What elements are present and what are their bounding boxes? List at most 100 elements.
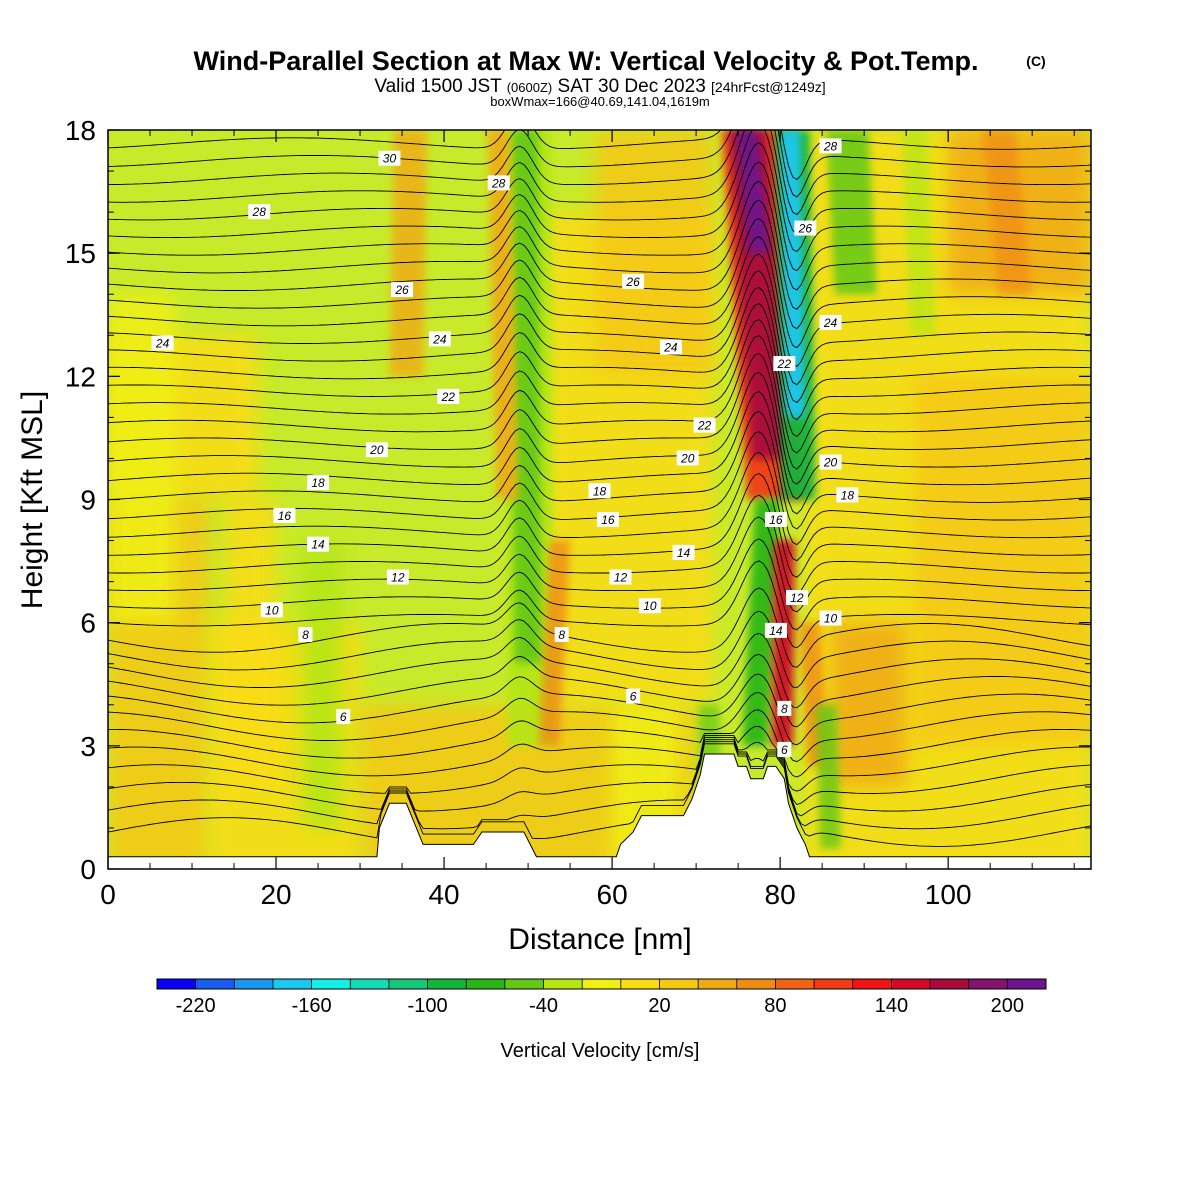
contour-label-text: 14: [677, 546, 691, 560]
contour-label: 16: [273, 507, 296, 523]
contour-label-text: 12: [790, 591, 804, 605]
x-tick-label: 80: [765, 879, 796, 910]
contour-label-text: 22: [697, 419, 712, 433]
contour-label-text: 20: [823, 456, 838, 470]
contour-label-box: [260, 602, 283, 618]
colorbar-swatch: [427, 979, 467, 989]
contour-label-text: 12: [614, 571, 628, 585]
contour-label: 6: [336, 709, 351, 725]
contour-label: 30: [378, 150, 401, 166]
colorbar-swatch: [466, 979, 506, 989]
contour-label: 28: [487, 175, 510, 191]
contour-label-box: [626, 688, 641, 704]
theta-contour: [108, 673, 1091, 746]
subtitle-forecast: [24hrFcst@1249z]: [711, 79, 826, 95]
theta-contour: [108, 451, 1091, 562]
contour-label-box: [437, 388, 460, 404]
potential-temperature-contours: [108, 130, 1091, 847]
contour-label-box: [336, 709, 351, 725]
downdraft-band: [826, 130, 877, 295]
subtitle-valid: Valid 1500 JST: [374, 76, 502, 97]
colorbar-swatch: [157, 979, 197, 989]
contour-label: 26: [391, 282, 414, 298]
field-patch: [595, 130, 713, 377]
contour-label-box: [777, 700, 792, 716]
colorbar-tick-label: 200: [991, 995, 1024, 1017]
contour-label-text: 28: [252, 205, 267, 219]
contour-label-text: 28: [491, 176, 506, 190]
contour-label-text: 26: [798, 222, 813, 236]
contour-label-box: [819, 610, 842, 626]
theta-contour: [108, 741, 1091, 830]
contour-label: 24: [428, 331, 451, 347]
contour-label: 14: [764, 622, 787, 638]
theta-contour: [108, 726, 1091, 792]
colorbar-tick-label: -100: [408, 995, 448, 1017]
colorbar: -220 -160 -100 -40 20 80 140 200: [156, 978, 1047, 1017]
x-axis-label: Distance [nm]: [508, 923, 691, 956]
contour-label: 18: [836, 487, 859, 503]
contour-label-box: [365, 442, 388, 458]
colorbar-tick-label: 140: [875, 995, 908, 1017]
theta-contour: [108, 199, 1091, 330]
theta-contour: [108, 494, 1091, 595]
colorbar-swatch: [388, 979, 429, 989]
colorbar-swatch: [698, 979, 738, 989]
contour-label-text: 18: [311, 476, 325, 490]
y-tick-label: 3: [80, 731, 96, 762]
updraft-peak: [736, 130, 770, 254]
contour-label-box: [307, 536, 330, 552]
colorbar-frame: [156, 978, 1047, 990]
contour-label: 28: [819, 138, 842, 154]
contour-label-text: 18: [841, 488, 855, 502]
y-tick-label: 15: [65, 238, 96, 269]
x-tick-label: 40: [428, 879, 459, 910]
updraft-band: [981, 130, 1033, 295]
contour-label-text: 22: [777, 357, 792, 371]
y-axis-label: Height [Kft MSL]: [16, 391, 49, 609]
downdraft-core: [511, 130, 542, 664]
theta-contour: [108, 472, 1091, 578]
contour-label: 10: [260, 602, 283, 618]
contour-label-box: [622, 273, 645, 289]
theta-contour: [108, 319, 1091, 454]
axis-ticks: 0 20 40 60 80 100 0 3 6 9 12 15 18: [65, 115, 1091, 910]
contour-label-text: 24: [823, 316, 838, 330]
colorbar-swatch: [272, 979, 313, 989]
contour-label-text: 20: [369, 443, 384, 457]
potential-temperature-labels: 30 28 28 28 26 26 26 24 24 24 24 22 22 22 20 20 20 18 18 18…: [151, 138, 859, 757]
x-tick-label: 0: [100, 879, 116, 910]
colorbar-swatch: [930, 979, 970, 989]
theta-contour: [108, 130, 1091, 198]
theta-contour: [108, 180, 1091, 310]
contour-label-box: [307, 475, 330, 491]
contour-label: 16: [764, 512, 787, 528]
contour-label-box: [819, 138, 842, 154]
theta-contour: [108, 335, 1091, 470]
theta-contour: [108, 560, 1091, 649]
contour-label-text: 6: [630, 690, 637, 704]
contour-label: 14: [307, 536, 330, 552]
colorbar-swatch: [195, 979, 235, 989]
theta-contour: [108, 587, 1091, 668]
colorbar-swatch: [582, 979, 622, 989]
contour-label-text: 30: [383, 152, 397, 166]
contour-label: 22: [437, 388, 460, 404]
colorbar-swatch: [311, 979, 351, 989]
contour-label-text: 16: [278, 509, 292, 523]
theta-contour: [108, 303, 1091, 438]
contour-label-box: [659, 339, 682, 355]
colorbar-swatch: [234, 979, 274, 989]
contour-label-text: 24: [663, 341, 678, 355]
contour-label-box: [487, 175, 510, 191]
contour-label-box: [378, 150, 401, 166]
plot-area: 30 28 28 28 26 26 26 24 24 24 24 22 22 22 20 20 20 18 18 18…: [108, 130, 1091, 869]
contour-label-text: 18: [593, 484, 607, 498]
colorbar-swatch: [968, 979, 1008, 989]
contour-label: 10: [819, 610, 842, 626]
field-patch: [301, 540, 344, 828]
colorbar-swatch: [1007, 979, 1047, 989]
contour-label-box: [638, 598, 661, 614]
contour-label-text: 8: [302, 628, 309, 642]
y-tick-label: 6: [80, 608, 96, 639]
